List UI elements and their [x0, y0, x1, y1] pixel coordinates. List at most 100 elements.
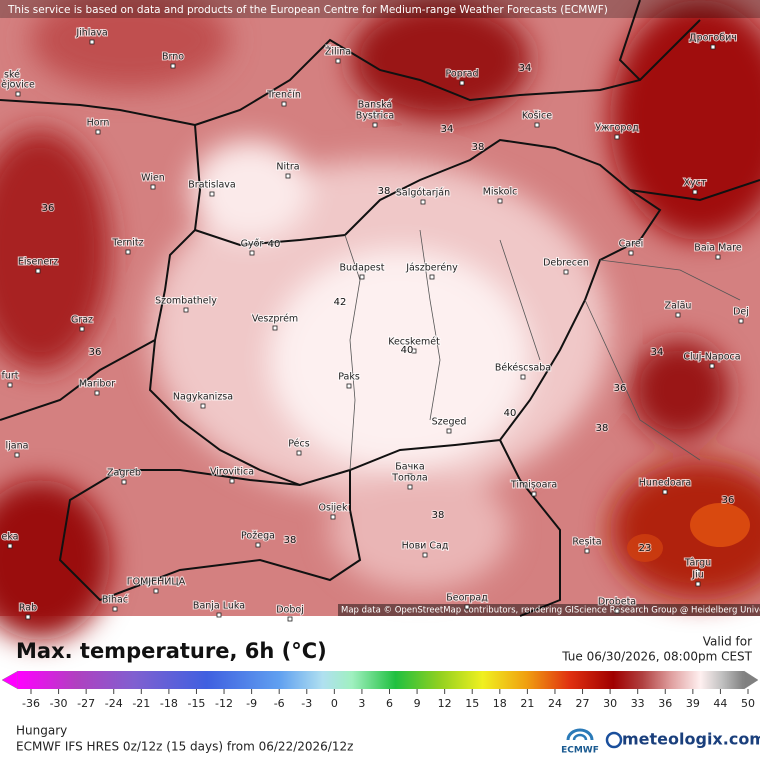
colorbar-tick-label: -12: [215, 697, 233, 710]
city-label: Hunedoara: [639, 478, 691, 489]
colorbar-tick-label: 6: [386, 697, 393, 710]
city-marker: [9, 81, 15, 87]
contour-label: 34: [441, 124, 454, 135]
city-marker: [170, 63, 176, 69]
contour-label: 38: [378, 186, 391, 197]
city-marker: [125, 249, 131, 255]
city-marker: [359, 274, 365, 280]
city-marker: [296, 450, 302, 456]
temperature-field: [0, 0, 760, 640]
city-marker: [715, 254, 721, 260]
city-label: Београд: [446, 593, 488, 604]
city-marker: [272, 325, 278, 331]
city-label: Nitra: [276, 162, 299, 173]
colorbar-tick-label: 36: [658, 697, 672, 710]
colorbar: [18, 671, 744, 689]
city-marker: [372, 111, 378, 117]
city-marker: [281, 101, 287, 107]
city-marker: [614, 608, 620, 614]
colorbar-tick-label: -27: [77, 697, 95, 710]
city-marker: [346, 383, 352, 389]
colorbar-tick-label: 27: [576, 697, 590, 710]
contour-label: 34: [519, 63, 532, 74]
city-label: Žilina: [325, 46, 351, 58]
city-label: Хуст: [684, 178, 707, 189]
city-label: Zagreb: [107, 468, 141, 479]
city-label: Virovitica: [210, 467, 254, 478]
contour-label: 36: [42, 203, 55, 214]
colorbar-tick-label: -36: [22, 697, 40, 710]
city-label: Ternitz: [111, 238, 143, 249]
city-label: Rab: [19, 603, 37, 614]
city-label: Banská: [358, 100, 392, 111]
colorbar-tick-label: -24: [105, 697, 123, 710]
city-label: Bystrica: [356, 111, 394, 122]
city-marker: [692, 189, 698, 195]
city-label: Топола: [391, 473, 428, 484]
city-marker: [330, 514, 336, 520]
city-label: Szombathely: [155, 296, 217, 307]
city-label: Bihać: [102, 595, 128, 606]
city-label: Ужгород: [595, 123, 639, 134]
city-label: Cluj-Napoca: [683, 352, 740, 363]
city-marker: [15, 91, 21, 97]
city-marker: [89, 39, 95, 45]
city-label: Reșita: [572, 537, 601, 548]
colorbar-tick-label: -9: [246, 697, 257, 710]
contour-label: 38: [284, 535, 297, 546]
city-label: Dej: [733, 307, 749, 318]
city-label: Timișoara: [510, 480, 557, 491]
borders: [0, 0, 760, 617]
contour-label: 23: [639, 543, 652, 554]
city-label: Banja Luka: [193, 601, 245, 612]
city-label: Wien: [141, 173, 165, 184]
city-marker: [422, 552, 428, 558]
city-marker: [94, 390, 100, 396]
city-label: ějovice: [1, 80, 35, 91]
city-marker: [7, 382, 13, 388]
model-info: ECMWF IFS HRES 0z/12z (15 days) from 06/…: [16, 740, 353, 754]
city-marker: [584, 548, 590, 554]
city-marker: [446, 428, 452, 434]
city-label: ské: [4, 70, 20, 81]
valid-label: Valid for: [703, 635, 752, 649]
contour-label: 38: [472, 142, 485, 153]
city-label: furt: [2, 371, 19, 382]
city-marker: [287, 616, 293, 622]
city-marker: [79, 326, 85, 332]
city-label: Budapest: [340, 263, 385, 274]
contour-label: 34: [651, 347, 664, 358]
brand-icon: [605, 731, 623, 749]
city-marker: [695, 569, 701, 575]
city-marker: [459, 80, 465, 86]
city-marker: [25, 614, 31, 620]
city-label: Brno: [162, 52, 184, 63]
regional-borders: [344, 229, 741, 471]
city-label: Békéscsaba: [495, 363, 551, 374]
ecmwf-text: ECMWF: [561, 746, 599, 756]
colorbar-tick-label: 30: [603, 697, 617, 710]
city-label: Nagykanizsa: [173, 392, 233, 403]
colorbar-tick-label: 3: [358, 697, 365, 710]
city-label: Horn: [87, 118, 110, 129]
city-marker: [335, 58, 341, 64]
city-marker: [121, 479, 127, 485]
city-label: Нови Сад: [402, 541, 449, 552]
colorbar-tick-label: -21: [132, 697, 150, 710]
city-label: Kecskemét: [388, 337, 440, 348]
valid-time: Tue 06/30/2026, 08:00pm CEST: [561, 650, 752, 664]
city-label: Дрогобич: [689, 33, 737, 44]
city-label: Maribor: [79, 379, 115, 390]
contour-label: 40: [504, 408, 517, 419]
colorbar-tick-label: -15: [187, 697, 205, 710]
city-marker: [497, 198, 503, 204]
city-marker: [534, 122, 540, 128]
city-label: Jászberény: [405, 263, 458, 274]
city-marker: [628, 250, 634, 256]
city-label: Paks: [338, 372, 360, 383]
city-marker: [95, 129, 101, 135]
contour-label: 36: [614, 383, 627, 394]
city-marker: [563, 269, 569, 275]
city-marker: [35, 268, 41, 274]
